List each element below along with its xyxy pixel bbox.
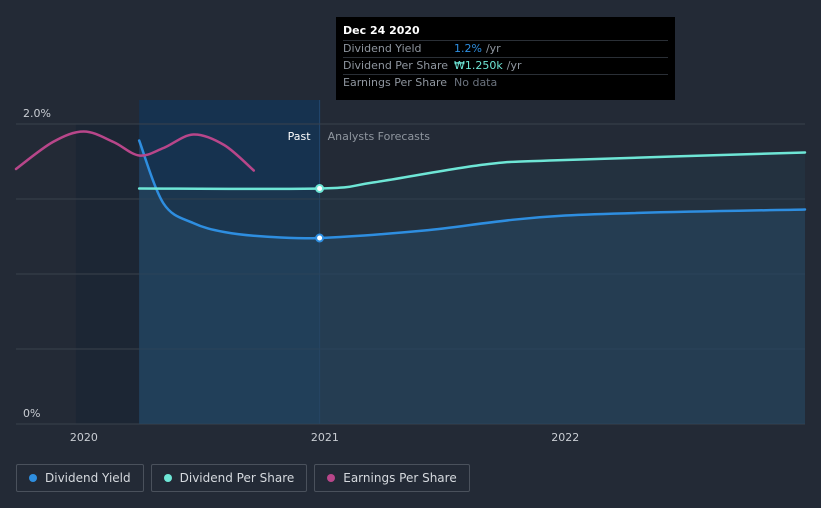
y-tick-label: 0% [23, 407, 40, 420]
chart-labels: 0% 2.0% 2020 2021 2022 Past Analysts Forecasts [23, 107, 579, 444]
dividend-per-share-area [139, 152, 805, 424]
legend-dot-icon [327, 474, 336, 482]
earnings-per-share-line [14, 130, 256, 172]
legend-dot-icon [163, 474, 172, 482]
tooltip-row-dividend-per-share: Dividend Per Share ₩1.250k /yr [343, 57, 668, 74]
legend-label: Earnings Per Share [343, 471, 457, 485]
tooltip-value: No data [454, 76, 498, 89]
tooltip-label: Dividend Yield [343, 42, 422, 55]
dividend-yield-area [139, 140, 805, 424]
x-tick-label: 2022 [551, 431, 579, 444]
x-tick-label: 2020 [70, 431, 98, 444]
dividend-yield-line [137, 139, 807, 240]
x-tick-label: 2021 [311, 431, 339, 444]
chart-areas [139, 140, 805, 424]
tooltip-label: Dividend Per Share [343, 59, 449, 72]
legend-label: Dividend Per Share [179, 471, 295, 485]
tooltip-unit: /yr [506, 59, 522, 72]
y-tick-label: 2.0% [23, 107, 51, 120]
dividend-per-share-line [137, 151, 807, 191]
chart-lines [14, 130, 807, 240]
dividend-per-share-marker [315, 184, 325, 193]
tooltip-value: 1.2% [454, 42, 482, 55]
chart-legend: Dividend Yield Dividend Per Share Earnin… [16, 464, 470, 492]
dividend-yield-marker [315, 233, 325, 243]
tooltip-unit: /yr [485, 42, 501, 55]
legend-item-dividend-per-share[interactable]: Dividend Per Share [150, 464, 308, 492]
chart-markers [315, 184, 325, 243]
legend-item-earnings-per-share[interactable]: Earnings Per Share [314, 464, 470, 492]
tooltip-date: Dec 24 2020 [343, 24, 420, 37]
forecast-label: Analysts Forecasts [328, 130, 431, 143]
chart-tooltip: Dec 24 2020 Dividend Yield 1.2% /yr Divi… [336, 17, 675, 100]
past-label: Past [288, 130, 312, 143]
legend-item-dividend-yield[interactable]: Dividend Yield [16, 464, 144, 492]
legend-dot-icon [29, 474, 37, 482]
tooltip-label: Earnings Per Share [343, 76, 448, 89]
tooltip-value: ₩1.250k [454, 59, 503, 72]
tooltip-row-dividend-yield: Dividend Yield 1.2% /yr [343, 40, 668, 57]
tooltip-row-earnings-per-share: Earnings Per Share No data [343, 74, 668, 91]
legend-label: Dividend Yield [45, 471, 131, 485]
